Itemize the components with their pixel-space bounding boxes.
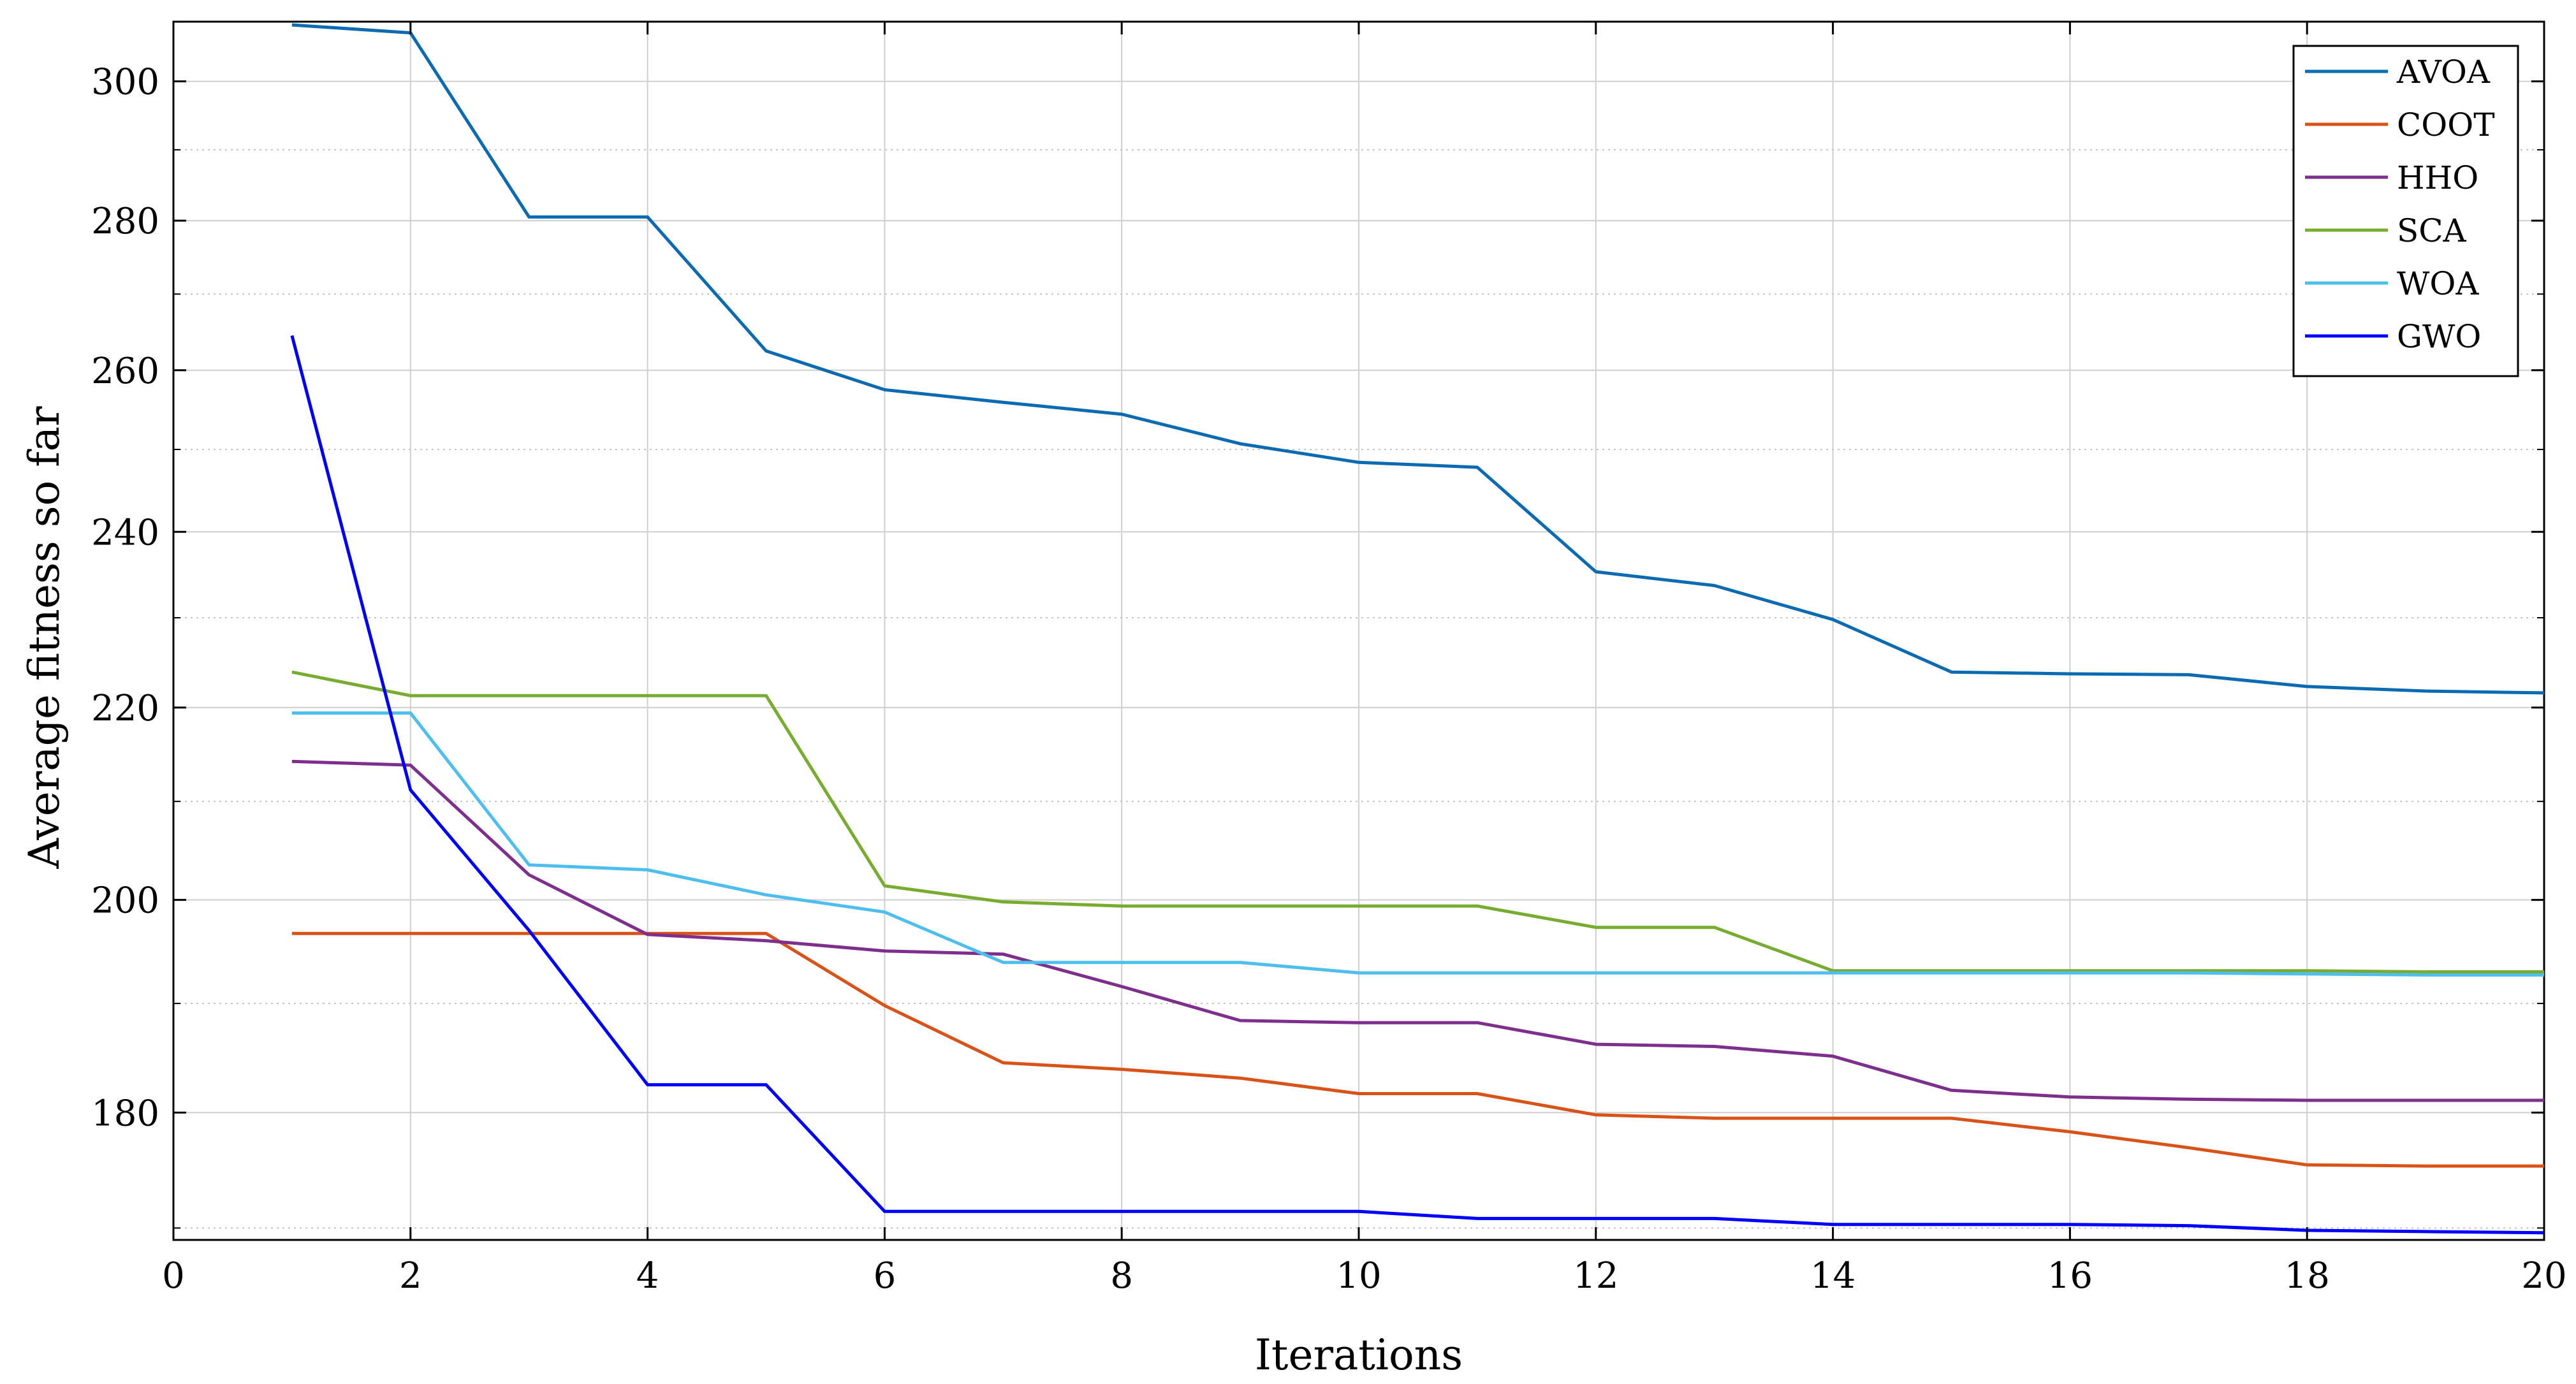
x-tick-label: 14	[1810, 1255, 1855, 1297]
series-line-sca	[291, 670, 2544, 973]
series-line-coot	[291, 931, 2544, 1168]
y-tick-label: 280	[91, 201, 159, 242]
y-tick-label: 180	[91, 1093, 159, 1134]
legend-label-gwo: GWO	[2397, 318, 2481, 355]
series-layer	[290, 23, 2545, 1235]
legend-label-avoa: AVOA	[2396, 54, 2491, 91]
x-tick-label: 0	[162, 1255, 185, 1297]
x-tick-label: 12	[1573, 1255, 1618, 1297]
y-tick-label: 220	[91, 688, 159, 729]
y-tick-label: 300	[91, 62, 159, 103]
legend-label-coot: COOT	[2397, 106, 2495, 143]
x-tick-label: 16	[2047, 1255, 2093, 1297]
y-tick-label: 260	[91, 351, 159, 392]
legend-label-hho: HHO	[2397, 159, 2478, 196]
x-tick-label: 8	[1110, 1255, 1133, 1297]
series-line-hho	[291, 759, 2544, 1102]
series-line-woa	[291, 711, 2544, 977]
series-line-gwo	[290, 335, 2545, 1235]
x-tick-label: 2	[399, 1255, 422, 1297]
x-tick-label: 20	[2521, 1255, 2566, 1297]
legend-label-sca: SCA	[2397, 212, 2467, 249]
series-line-avoa	[291, 23, 2545, 695]
x-axis-title: Iterations	[1255, 1330, 1463, 1380]
ticks: 0 2 4 6 8 10 12 14 16 18 20 180 200 220 240 260 280 300	[91, 22, 2567, 1297]
y-tick-label: 240	[91, 512, 159, 553]
legend: AVOA COOT HHO SCA WOA GWO	[2292, 45, 2519, 377]
x-tick-label: 10	[1336, 1255, 1381, 1297]
legend-label-woa: WOA	[2397, 265, 2479, 302]
x-tick-label: 6	[874, 1255, 896, 1297]
y-axis-title: Average fitness so far	[20, 406, 69, 870]
x-tick-label: 4	[636, 1255, 659, 1297]
y-tick-label: 200	[91, 880, 159, 922]
legend-box	[2292, 45, 2519, 377]
grid	[173, 22, 2545, 1240]
x-tick-label: 18	[2285, 1255, 2330, 1297]
